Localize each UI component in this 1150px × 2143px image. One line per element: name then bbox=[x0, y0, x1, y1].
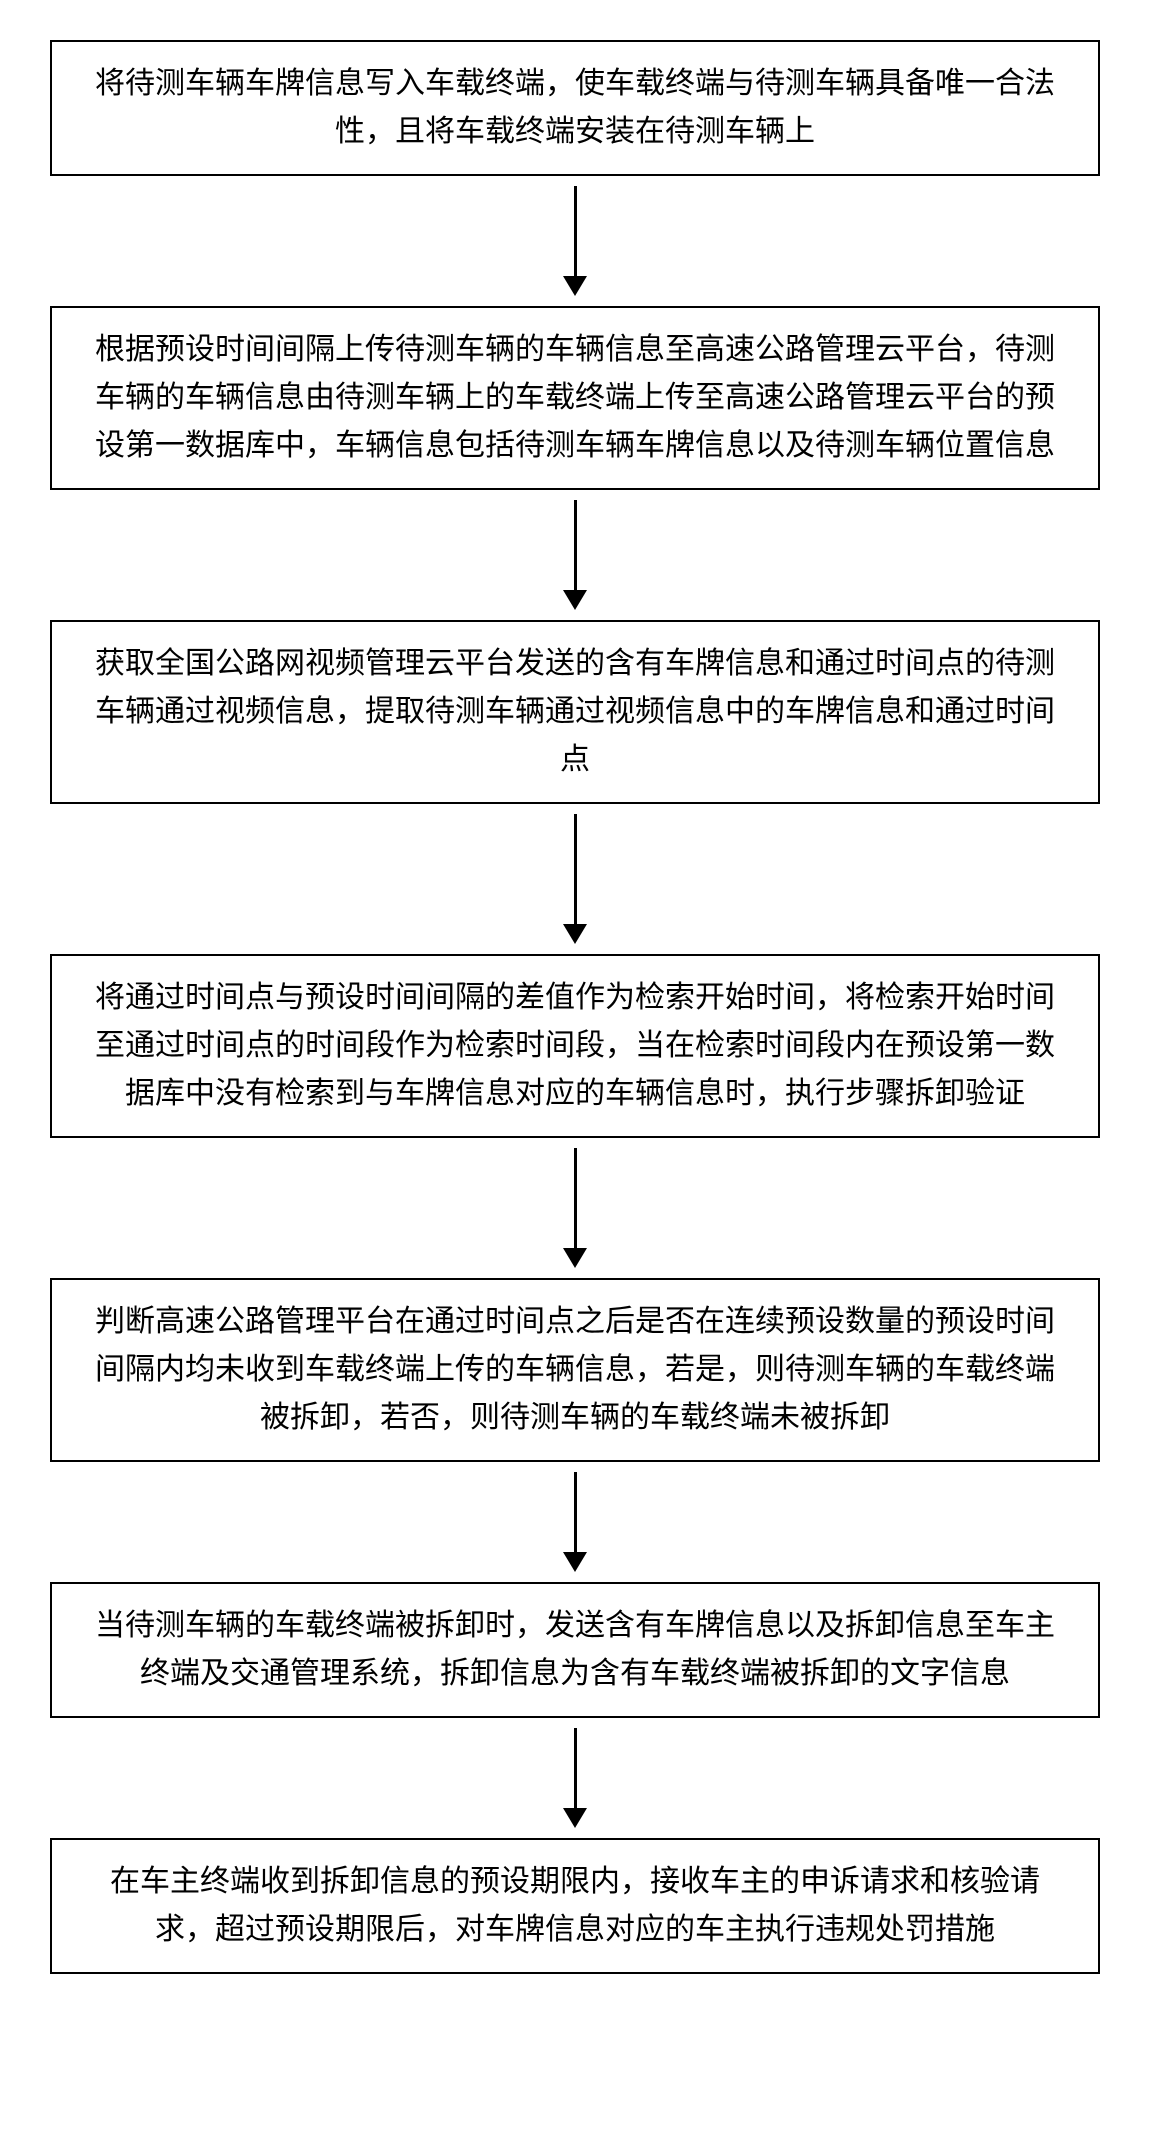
arrow-head-icon bbox=[563, 1248, 587, 1268]
flowchart-step: 在车主终端收到拆卸信息的预设期限内，接收车主的申诉请求和核验请求，超过预设期限后… bbox=[50, 1838, 1100, 1974]
flowchart-step: 当待测车辆的车载终端被拆卸时，发送含有车牌信息以及拆卸信息至车主终端及交通管理系… bbox=[50, 1582, 1100, 1718]
step-text: 获取全国公路网视频管理云平台发送的含有车牌信息和通过时间点的待测车辆通过视频信息… bbox=[82, 640, 1068, 784]
arrow-line bbox=[574, 814, 577, 924]
arrow-line bbox=[574, 1148, 577, 1248]
flowchart-step: 将待测车辆车牌信息写入车载终端，使车载终端与待测车辆具备唯一合法性，且将车载终端… bbox=[50, 40, 1100, 176]
step-text: 根据预设时间间隔上传待测车辆的车辆信息至高速公路管理云平台，待测车辆的车辆信息由… bbox=[82, 326, 1068, 470]
flow-arrow bbox=[563, 500, 587, 610]
flowchart-step: 根据预设时间间隔上传待测车辆的车辆信息至高速公路管理云平台，待测车辆的车辆信息由… bbox=[50, 306, 1100, 490]
flow-arrow bbox=[563, 1148, 587, 1268]
arrow-head-icon bbox=[563, 1552, 587, 1572]
step-text: 当待测车辆的车载终端被拆卸时，发送含有车牌信息以及拆卸信息至车主终端及交通管理系… bbox=[82, 1602, 1068, 1698]
flow-arrow bbox=[563, 1728, 587, 1828]
flowchart-step: 判断高速公路管理平台在通过时间点之后是否在连续预设数量的预设时间间隔内均未收到车… bbox=[50, 1278, 1100, 1462]
flowchart-container: 将待测车辆车牌信息写入车载终端，使车载终端与待测车辆具备唯一合法性，且将车载终端… bbox=[50, 40, 1100, 1974]
arrow-line bbox=[574, 1728, 577, 1808]
step-text: 判断高速公路管理平台在通过时间点之后是否在连续预设数量的预设时间间隔内均未收到车… bbox=[82, 1298, 1068, 1442]
flow-arrow bbox=[563, 1472, 587, 1572]
arrow-head-icon bbox=[563, 1808, 587, 1828]
arrow-head-icon bbox=[563, 276, 587, 296]
arrow-line bbox=[574, 500, 577, 590]
arrow-head-icon bbox=[563, 924, 587, 944]
arrow-line bbox=[574, 1472, 577, 1552]
arrow-head-icon bbox=[563, 590, 587, 610]
arrow-line bbox=[574, 186, 577, 276]
step-text: 将通过时间点与预设时间间隔的差值作为检索开始时间，将检索开始时间至通过时间点的时… bbox=[82, 974, 1068, 1118]
flow-arrow bbox=[563, 186, 587, 296]
flow-arrow bbox=[563, 814, 587, 944]
step-text: 将待测车辆车牌信息写入车载终端，使车载终端与待测车辆具备唯一合法性，且将车载终端… bbox=[82, 60, 1068, 156]
flowchart-step: 获取全国公路网视频管理云平台发送的含有车牌信息和通过时间点的待测车辆通过视频信息… bbox=[50, 620, 1100, 804]
flowchart-step: 将通过时间点与预设时间间隔的差值作为检索开始时间，将检索开始时间至通过时间点的时… bbox=[50, 954, 1100, 1138]
step-text: 在车主终端收到拆卸信息的预设期限内，接收车主的申诉请求和核验请求，超过预设期限后… bbox=[82, 1858, 1068, 1954]
